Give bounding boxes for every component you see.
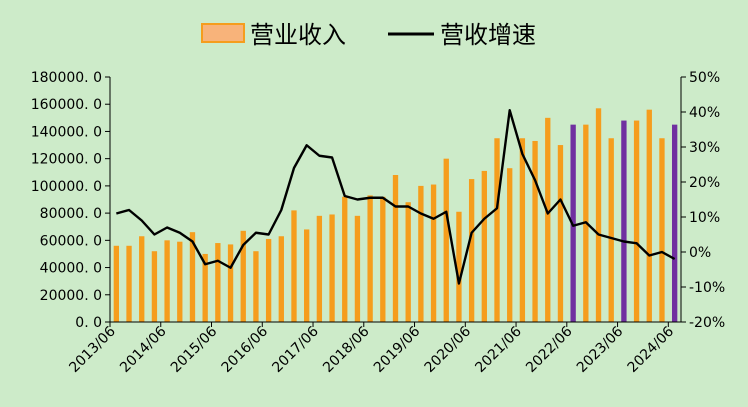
left-tick-label: 100000. 0 <box>31 179 102 195</box>
bar <box>633 120 640 322</box>
bar <box>430 184 437 322</box>
right-tick-label: 0% <box>689 245 711 261</box>
bar <box>215 243 221 322</box>
bar <box>621 120 627 322</box>
right-tick-label: 20% <box>689 175 720 191</box>
bar <box>253 251 259 322</box>
bar <box>265 238 272 322</box>
x-tick-label: 2013/06 <box>66 323 119 376</box>
bar <box>659 138 665 322</box>
bar <box>354 215 361 322</box>
bar <box>418 185 424 322</box>
x-tick-label: 2018/06 <box>320 323 373 376</box>
bar <box>494 138 500 322</box>
x-tick-label: 2015/06 <box>168 323 221 376</box>
right-tick-label: 10% <box>689 210 720 226</box>
bar <box>557 145 564 322</box>
bar <box>151 251 158 322</box>
bar <box>316 215 323 322</box>
left-tick-label: 0. 0 <box>75 315 102 331</box>
bar <box>595 108 602 322</box>
bar <box>456 211 462 322</box>
right-tick-label: -20% <box>689 315 725 331</box>
x-tick-label: 2019/06 <box>371 323 424 376</box>
bar <box>671 124 678 322</box>
bar <box>608 138 614 322</box>
left-tick-label: 180000. 0 <box>31 70 102 86</box>
left-tick-label: 120000. 0 <box>31 152 102 168</box>
x-tick-label: 2021/06 <box>472 323 525 376</box>
x-tick-label: 2020/06 <box>422 323 475 376</box>
left-tick-label: 160000. 0 <box>31 97 102 113</box>
bar <box>189 232 196 322</box>
x-axis-ticks: 2013/062014/062015/062016/062017/062018/… <box>66 322 677 376</box>
legend-label-revenue: 营业收入 <box>250 21 346 49</box>
left-tick-label: 80000. 0 <box>40 206 102 222</box>
bar <box>507 168 513 322</box>
legend-swatch-revenue <box>201 23 245 43</box>
line-series <box>116 109 676 285</box>
bar <box>342 196 348 322</box>
right-tick-label: 50% <box>689 70 720 86</box>
left-tick-label: 140000. 0 <box>31 124 102 140</box>
right-tick-label: -10% <box>689 280 725 296</box>
bar <box>126 245 132 322</box>
bar <box>468 179 475 322</box>
right-tick-label: 30% <box>689 140 720 156</box>
bar <box>405 202 411 322</box>
bar-series <box>113 108 678 322</box>
x-tick-label: 2022/06 <box>523 323 576 376</box>
bar <box>202 253 208 322</box>
bar <box>519 138 526 322</box>
x-tick-label: 2014/06 <box>117 323 170 376</box>
legend: 营业收入 营收增速 <box>201 21 536 49</box>
left-tick-label: 20000. 0 <box>40 288 102 304</box>
axes <box>109 77 682 323</box>
bar <box>139 236 145 322</box>
right-tick-label: 40% <box>689 105 720 121</box>
bar <box>329 214 335 322</box>
x-tick-label: 2023/06 <box>574 323 627 376</box>
bar <box>532 140 538 322</box>
bar <box>443 158 449 322</box>
legend-label-growth: 营收增速 <box>440 21 536 49</box>
x-tick-label: 2016/06 <box>219 323 272 376</box>
bar <box>380 196 386 322</box>
bar <box>177 241 183 322</box>
bar <box>304 229 310 322</box>
growth-line <box>116 109 676 285</box>
bar <box>646 109 652 322</box>
bar <box>367 195 373 322</box>
bar <box>240 230 246 322</box>
left-tick-label: 60000. 0 <box>40 233 102 249</box>
right-axis-ticks: -20% -10% 0% 10% 20% 30% 40% 50% <box>681 70 725 331</box>
bar <box>278 236 284 322</box>
bar <box>291 210 297 322</box>
bar <box>164 240 170 322</box>
bar <box>227 244 234 322</box>
left-axis-ticks: 0. 0 20000. 0 40000. 0 60000. 0 80000. 0 1000… <box>31 70 110 331</box>
bar <box>545 117 551 322</box>
bar <box>113 245 120 322</box>
bar <box>481 170 487 322</box>
x-tick-label: 2017/06 <box>269 323 322 376</box>
left-tick-label: 40000. 0 <box>40 261 102 277</box>
bar <box>392 175 399 322</box>
x-tick-label: 2024/06 <box>625 323 678 376</box>
